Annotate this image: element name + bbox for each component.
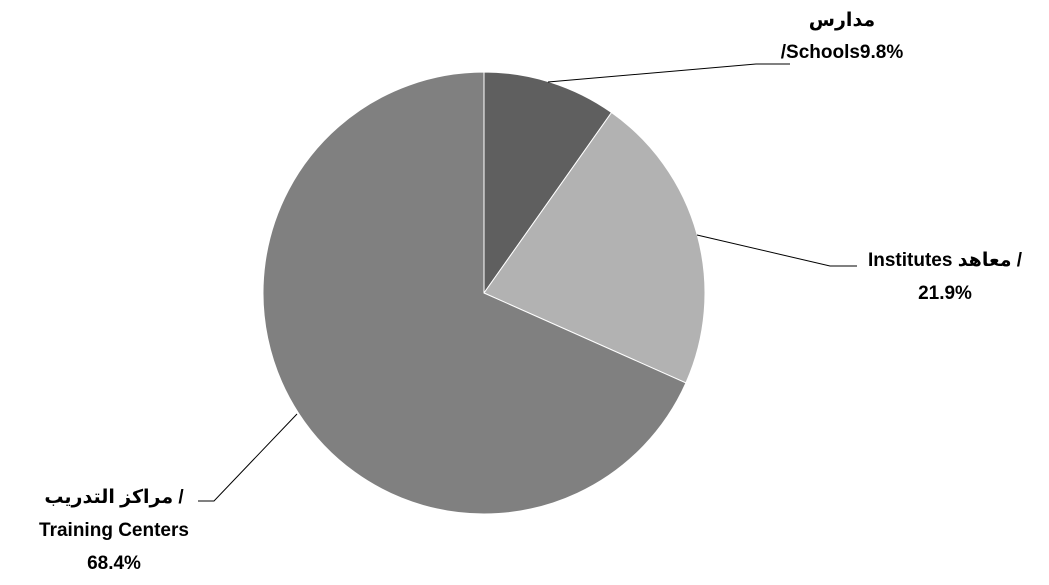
- pie-slices: [262, 71, 706, 515]
- leader-line-1: [547, 63, 790, 83]
- slice-label-3-line-1: مراكز التدريب /: [44, 487, 184, 508]
- pie-slice-2: [483, 111, 706, 384]
- slice-label-1-line-1: مدارس: [809, 10, 875, 31]
- leader-line-2: [696, 234, 857, 267]
- slice-label-2-line-1: Institutes معاهد /: [868, 250, 1023, 271]
- leader-lines: [198, 63, 857, 502]
- slice-label-3-line-3: 68.4%: [87, 553, 141, 574]
- leader-line-3: [198, 413, 298, 502]
- pie-slice-3: [262, 71, 687, 515]
- slice-label-2-line-2: 21.9%: [918, 283, 972, 304]
- slice-labels: مدارس/Schools9.8% Institutes معاهد / 21.9%…: [39, 10, 1023, 574]
- slice-label-1-line-2: /Schools9.8%: [781, 42, 904, 63]
- pie-slice-1: [483, 71, 613, 295]
- slice-label-3-line-2: Training Centers: [39, 520, 189, 541]
